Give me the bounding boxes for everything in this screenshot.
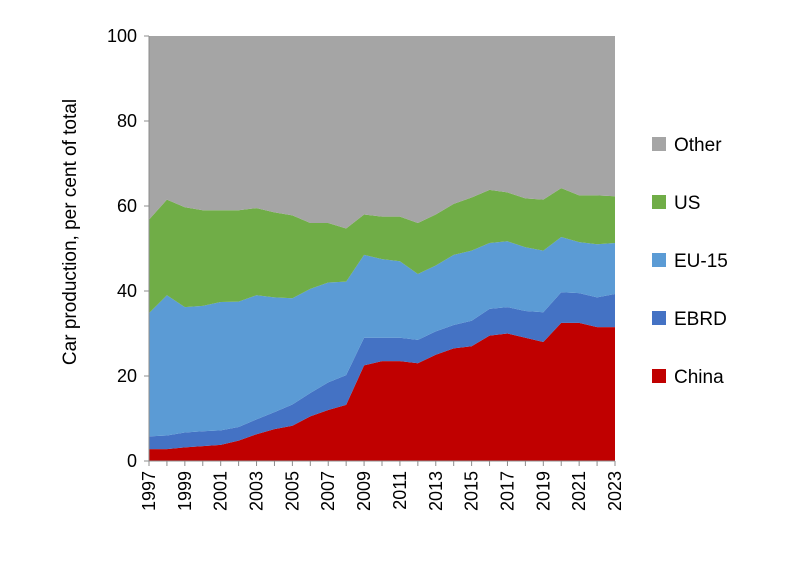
- legend-label: EU-15: [674, 251, 728, 272]
- x-tick-label: 2001: [211, 471, 231, 511]
- legend-label: EBRD: [674, 309, 727, 330]
- x-tick-label: 2023: [605, 471, 625, 511]
- x-tick-label: 2005: [282, 471, 302, 511]
- legend-label: US: [674, 193, 700, 214]
- legend-swatch: [652, 253, 666, 267]
- y-tick-label: 60: [117, 196, 137, 216]
- legend: Other US EU-15 EBRD China: [652, 135, 728, 388]
- legend-item-eu-15: EU-15: [652, 251, 728, 272]
- legend-label: Other: [674, 135, 722, 156]
- legend-item-china: China: [652, 367, 724, 388]
- legend-swatch: [652, 137, 666, 151]
- legend-item-other: Other: [652, 135, 722, 156]
- x-tick-label: 2009: [354, 471, 374, 511]
- area-eu-15: [149, 237, 615, 437]
- legend-item-ebrd: EBRD: [652, 309, 727, 330]
- legend-swatch: [652, 195, 666, 209]
- x-tick-label: 2007: [318, 471, 338, 511]
- legend-swatch: [652, 369, 666, 383]
- x-tick-label: 1997: [139, 471, 159, 511]
- area-other: [149, 36, 615, 229]
- y-axis-title: Car production, per cent of total: [60, 99, 81, 365]
- y-tick-label: 80: [117, 111, 137, 131]
- y-tick-label: 40: [117, 281, 137, 301]
- x-tick-label: 2019: [533, 471, 553, 511]
- area-china: [149, 322, 615, 461]
- y-tick-label: 0: [127, 451, 137, 471]
- axes-layer: 0 20 40 60 80 100 1997 1999 2001 2003 2005 2007 2009…: [107, 26, 625, 511]
- x-tick-label: 1999: [175, 471, 195, 511]
- y-tick-label: 20: [117, 366, 137, 386]
- x-tick-label: 2013: [426, 471, 446, 511]
- x-tick-label: 2003: [247, 471, 267, 511]
- legend-swatch: [652, 311, 666, 325]
- area-us: [149, 188, 615, 314]
- legend-item-us: US: [652, 193, 700, 214]
- x-tick-label: 2011: [390, 471, 410, 510]
- area-ebrd: [149, 292, 615, 450]
- x-tick-label: 2021: [569, 471, 589, 511]
- area-series-layer: [149, 36, 615, 461]
- legend-label: China: [674, 367, 724, 388]
- y-tick-label: 100: [107, 26, 137, 46]
- x-tick-label: 2017: [497, 471, 517, 511]
- x-tick-label: 2015: [462, 471, 482, 511]
